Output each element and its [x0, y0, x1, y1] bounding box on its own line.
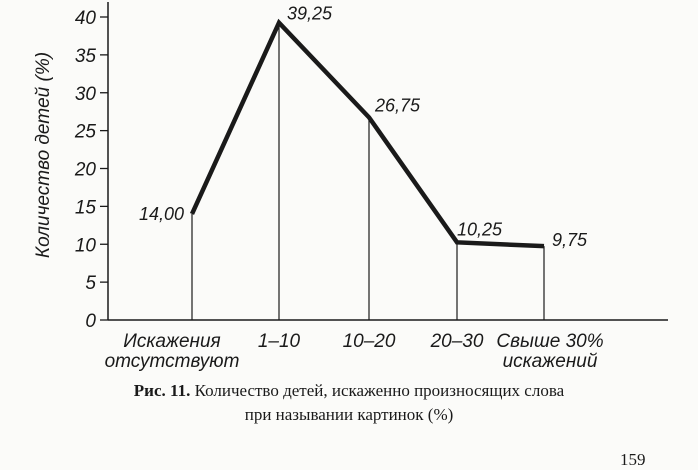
y-tick-label: 20 — [74, 160, 97, 181]
y-tick-label: 40 — [75, 8, 97, 29]
data-label: 14,00 — [139, 204, 184, 224]
x-category-label: Искажения — [123, 331, 220, 352]
y-tick-label: 30 — [75, 84, 97, 105]
y-tick-label: 5 — [85, 273, 96, 294]
y-ticks: 0 5 10 15 20 25 30 35 40 — [74, 8, 108, 332]
page-number: 159 — [620, 450, 646, 469]
x-category-label: 20–30 — [430, 331, 484, 352]
figure-number: Рис. 11. — [133, 381, 191, 400]
data-labels: 14,00 39,25 26,75 10,25 9,75 — [139, 4, 588, 250]
x-category-label: искажений — [503, 351, 598, 372]
x-category-label: 1–10 — [258, 331, 301, 352]
y-tick-label: 10 — [75, 235, 97, 256]
figure-caption: Рис. 11. Количество детей, искаженно про… — [0, 379, 698, 427]
caption-text-1: Количество детей, искаженно произносящих… — [194, 381, 565, 400]
y-tick-label: 25 — [74, 122, 97, 143]
data-label: 9,75 — [552, 230, 588, 250]
y-tick-label: 0 — [85, 311, 96, 332]
data-series-line — [189, 18, 545, 249]
drop-lines — [191, 22, 545, 320]
caption-line-1: Рис. 11. Количество детей, искаженно про… — [0, 379, 698, 403]
data-label: 10,25 — [457, 219, 503, 239]
line-chart: 0 5 10 15 20 25 30 35 40 14,00 39,25 26,75 10,25 9,7… — [33, 2, 668, 372]
caption-line-2: при назывании картинок (%) — [244, 405, 454, 424]
y-axis-title: Количество детей (%) — [33, 52, 54, 258]
series-line — [189, 18, 545, 249]
x-category-label: Свыше 30% — [496, 331, 603, 352]
y-tick-label: 15 — [75, 197, 97, 218]
x-category-label: отсутствуют — [105, 351, 240, 372]
data-label: 26,75 — [374, 95, 421, 115]
x-category-label: 10–20 — [343, 331, 396, 352]
data-label: 39,25 — [287, 4, 333, 24]
y-tick-label: 35 — [75, 46, 97, 67]
